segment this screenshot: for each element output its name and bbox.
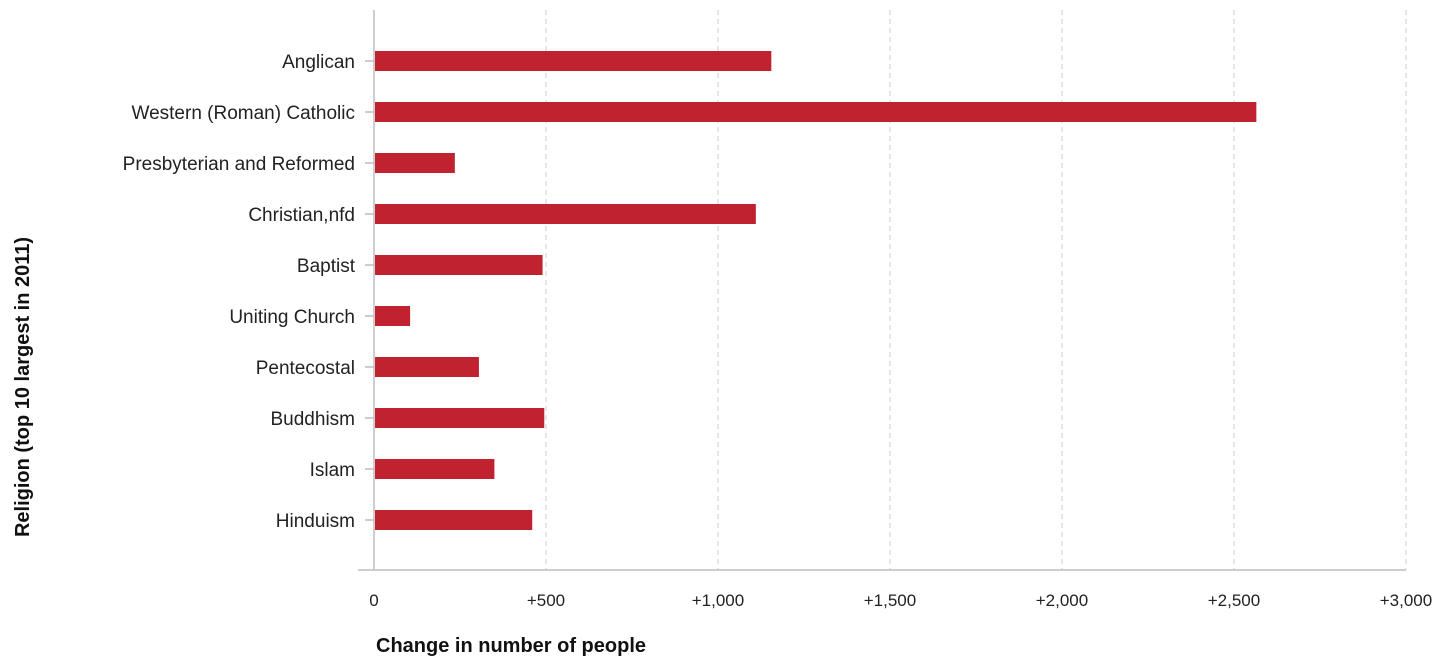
x-tick-label: +1,000 [692, 591, 744, 610]
bar [375, 153, 455, 173]
x-tick-label: +500 [527, 591, 565, 610]
y-axis-title: Religion (top 10 largest in 2011) [12, 237, 34, 537]
x-tick-label: +3,000 [1380, 591, 1432, 610]
category-label: Christian,nfd [248, 205, 355, 226]
bar [375, 306, 411, 326]
bars [375, 51, 1257, 530]
bar [375, 459, 495, 479]
bar [375, 51, 772, 71]
bar [375, 204, 756, 224]
category-label: Pentecostal [256, 358, 355, 379]
x-axis-title: Change in number of people [376, 635, 646, 657]
x-axis-ticks: 0 +500 +1,000 +1,500 +2,000 +2,500 +3,000 [369, 591, 1432, 610]
category-label: Buddhism [271, 409, 356, 430]
category-label: Western (Roman) Catholic [131, 103, 355, 124]
category-label: Uniting Church [229, 307, 355, 328]
bar [375, 102, 1257, 122]
bar [375, 408, 545, 428]
category-label: Presbyterian and Reformed [123, 154, 355, 175]
x-tick-label: +2,000 [1036, 591, 1088, 610]
category-label: Anglican [282, 52, 355, 73]
x-tick-label: +2,500 [1208, 591, 1260, 610]
category-label: Baptist [297, 256, 356, 277]
category-label: Islam [310, 460, 355, 481]
bar [375, 357, 479, 377]
category-label: Hinduism [276, 511, 355, 532]
category-labels: Anglican Western (Roman) Catholic Presbyte… [123, 52, 374, 532]
bar [375, 255, 543, 275]
x-tick-label: +1,500 [864, 591, 916, 610]
vertical-gridlines [545, 10, 1407, 570]
x-tick-label: 0 [369, 591, 378, 610]
bar [375, 510, 533, 530]
